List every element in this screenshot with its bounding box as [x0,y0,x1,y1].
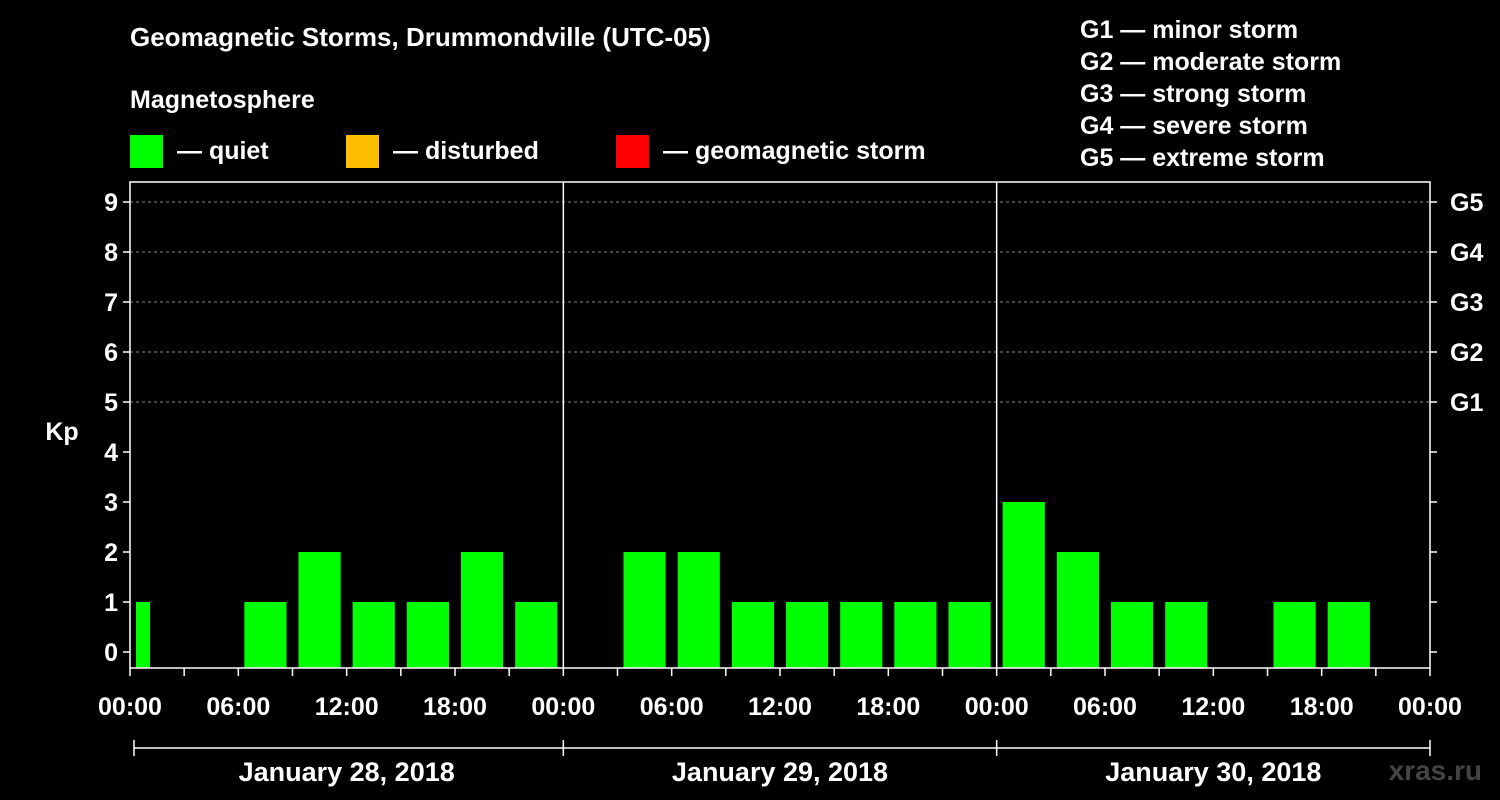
day-label-2: January 30, 2018 [1105,757,1321,787]
kp-bar-1 [244,602,287,668]
legend-swatch-quiet [130,134,163,168]
g-axis-label-g3: G3 [1450,289,1483,317]
y-tick-label-2: 2 [104,539,118,567]
x-tick-label-0: 00:00 [98,693,162,721]
kp-bar-19 [1327,602,1370,668]
kp-bar-4 [406,602,449,668]
legend-label-disturbed: — disturbed [393,136,539,165]
chart-title: Geomagnetic Storms, Drummondville (UTC-0… [130,22,711,52]
x-tick-label-6: 12:00 [748,693,812,721]
x-tick-label-9: 06:00 [1073,693,1137,721]
y-tick-label-8: 8 [104,239,118,267]
kp-bar-8 [677,552,720,668]
x-tick-label-2: 12:00 [315,693,379,721]
g-axis-label-g4: G4 [1450,239,1483,267]
x-tick-label-7: 18:00 [856,693,920,721]
y-tick-label-4: 4 [104,439,118,467]
y-tick-label-7: 7 [104,289,118,317]
x-tick-label-1: 06:00 [206,693,270,721]
kp-bar-17 [1165,602,1208,668]
x-tick-label-11: 18:00 [1290,693,1354,721]
g-axis-label-g1: G1 [1450,389,1483,417]
kp-bar-11 [840,602,883,668]
kp-bar-16 [1111,602,1154,668]
x-tick-label-8: 00:00 [965,693,1029,721]
x-tick-label-12: 00:00 [1398,693,1462,721]
kp-bar-13 [948,602,991,668]
kp-bar-12 [894,602,937,668]
g-level-g1: G1 — minor storm [1080,16,1299,44]
day-label-0: January 28, 2018 [239,757,455,787]
kp-bar-18 [1273,602,1316,668]
y-tick-label-5: 5 [104,389,118,417]
watermark: xras.ru [1388,755,1482,786]
y-tick-label-0: 0 [104,639,118,667]
day-label-1: January 29, 2018 [672,757,888,787]
kp-bar-0 [136,602,150,668]
kp-bar-15 [1056,552,1099,668]
kp-bar-10 [786,602,829,668]
kp-bar-3 [352,602,395,668]
kp-bar-14 [1002,502,1045,668]
g-level-legend: G1 — minor storm G2 — moderate storm G3 … [1080,14,1341,174]
g-level-g3: G3 — strong storm [1080,80,1307,108]
x-tick-label-10: 12:00 [1181,693,1245,721]
x-tick-label-3: 18:00 [423,693,487,721]
g-axis-label-g2: G2 [1450,339,1483,367]
legend-swatch-storm [616,134,649,168]
kp-bar-5 [461,552,504,668]
g-level-g5: G5 — extreme storm [1080,144,1325,172]
g-axis-label-g5: G5 [1450,189,1483,217]
legend-item-storm: — geomagnetic storm [616,134,926,168]
kp-bar-9 [731,602,774,668]
y-axis-label: Kp [45,418,78,446]
y-tick-label-3: 3 [104,489,118,517]
x-tick-label-5: 06:00 [640,693,704,721]
g-level-g4: G4 — severe storm [1080,112,1308,140]
magnetosphere-label: Magnetosphere [130,86,315,114]
legend-swatch-disturbed [346,134,379,168]
y-tick-label-9: 9 [104,189,118,217]
legend-label-quiet: — quiet [177,136,269,165]
legend-label-storm: — geomagnetic storm [663,136,926,165]
legend-item-quiet: — quiet [130,134,269,168]
y-tick-label-6: 6 [104,339,118,367]
kp-bar-7 [623,552,666,668]
y-tick-label-1: 1 [104,589,118,617]
legend-item-disturbed: — disturbed [346,134,539,168]
kp-bar-2 [298,552,341,668]
g-level-g2: G2 — moderate storm [1080,48,1342,76]
kp-bar-6 [515,602,558,668]
x-tick-label-4: 00:00 [531,693,595,721]
